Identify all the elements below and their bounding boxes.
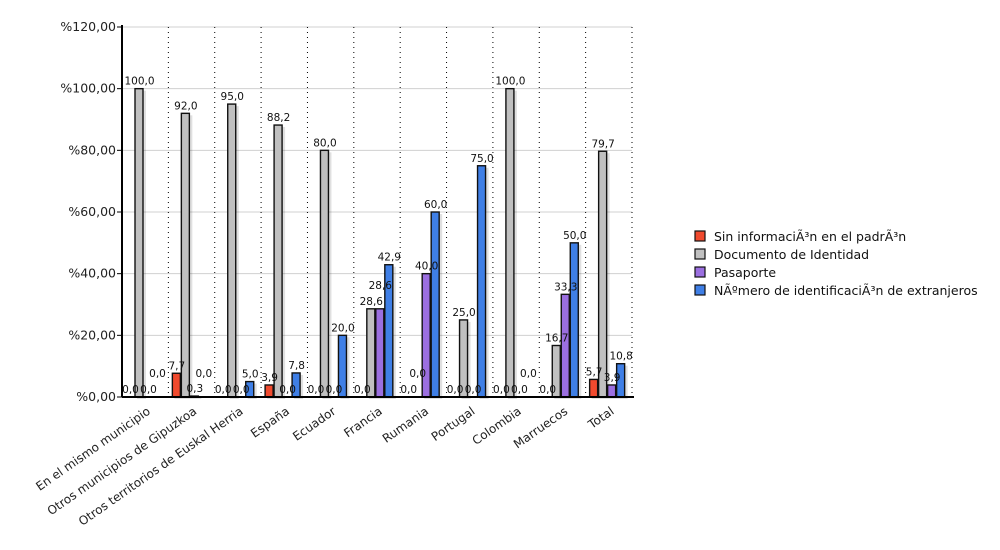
data-label: 28,6 [369,280,393,292]
data-labels-layer: 0,0100,00,00,07,792,00,30,00,095,00,05,0… [122,76,633,396]
bar [319,149,330,398]
legend-label: Sin informaciÃ³n en el padrÃ³n [714,229,906,244]
y-tick-label: %40,00 [68,266,116,281]
bar [597,150,608,398]
data-label: 28,6 [360,296,384,308]
bar [375,308,385,398]
legend-swatch [694,266,706,278]
data-label: 95,0 [221,91,244,103]
data-label: 88,2 [267,112,290,124]
bar [560,293,570,398]
data-label: 0,3 [187,383,204,395]
category-label: Ecuador [290,404,338,444]
data-label: 100,0 [495,76,525,88]
legend-swatch [694,230,706,242]
data-label: 3,9 [604,372,621,384]
data-label: 0,0 [520,368,537,380]
data-label: 0,0 [308,384,325,396]
data-label: 79,7 [591,138,614,150]
data-label: 0,0 [279,384,296,396]
bar [588,378,599,398]
category-label: España [248,404,292,441]
bar [134,87,144,398]
bar [505,87,515,398]
y-tick-label: %60,00 [68,204,116,219]
y-tick-label: %100,00 [60,81,116,96]
data-label: 0,0 [122,384,139,396]
data-label: 0,0 [493,384,510,396]
data-label: 5,7 [586,366,603,378]
bar [180,112,191,398]
data-label: 80,0 [313,137,336,149]
data-label: 10,8 [609,351,632,363]
data-label: 42,9 [378,252,401,264]
bar [569,242,579,398]
bar [227,103,237,398]
data-label: 33,3 [554,281,577,293]
data-label: 0,0 [400,384,417,396]
legend-swatch [694,248,706,260]
bar [606,384,617,398]
data-label: 5,0 [242,369,259,381]
legend-label: NÃºmero de identificaciÃ³n de extranjero… [714,283,978,298]
data-label: 0,0 [409,368,426,380]
data-label: 25,0 [452,307,475,319]
data-label: 0,0 [215,384,232,396]
data-label: 0,0 [354,384,371,396]
bar [171,372,182,398]
legend-label: Documento de Identidad [714,247,869,262]
category-label: Rumania [380,404,431,446]
y-tick-label: %120,00 [60,19,116,34]
y-tick-label: %0,00 [76,389,116,404]
data-label: 0,0 [465,384,482,396]
data-label: 7,8 [288,360,305,372]
data-label: 0,0 [140,384,157,396]
data-label: 0,0 [539,384,556,396]
y-tick-label: %80,00 [68,142,116,157]
legend-swatch [694,284,706,296]
data-label: 40,0 [415,261,438,273]
category-label: Total [585,404,617,432]
y-tick-label: %20,00 [68,327,116,342]
data-label: 50,0 [563,230,586,242]
data-label: 0,0 [447,384,464,396]
data-label: 100,0 [124,76,154,88]
legend-label: Pasaporte [714,265,776,280]
data-label: 20,0 [331,322,354,334]
bar [273,124,283,398]
category-label: Francia [341,404,384,440]
data-label: 0,0 [326,384,343,396]
data-label: 7,7 [169,360,186,372]
bar [476,165,487,398]
bars-layer [134,87,628,400]
data-label: 92,0 [174,100,197,112]
bar-shadow [192,398,202,399]
data-label: 0,0 [233,384,250,396]
data-label: 60,0 [424,199,447,211]
data-label: 3,9 [261,372,278,384]
data-label: 16,7 [545,333,568,345]
data-label: 0,0 [149,368,166,380]
bar [430,211,440,398]
data-label: 0,0 [511,384,528,396]
data-label: 75,0 [470,153,493,165]
bar [264,384,274,398]
data-label: 0,0 [196,368,213,380]
